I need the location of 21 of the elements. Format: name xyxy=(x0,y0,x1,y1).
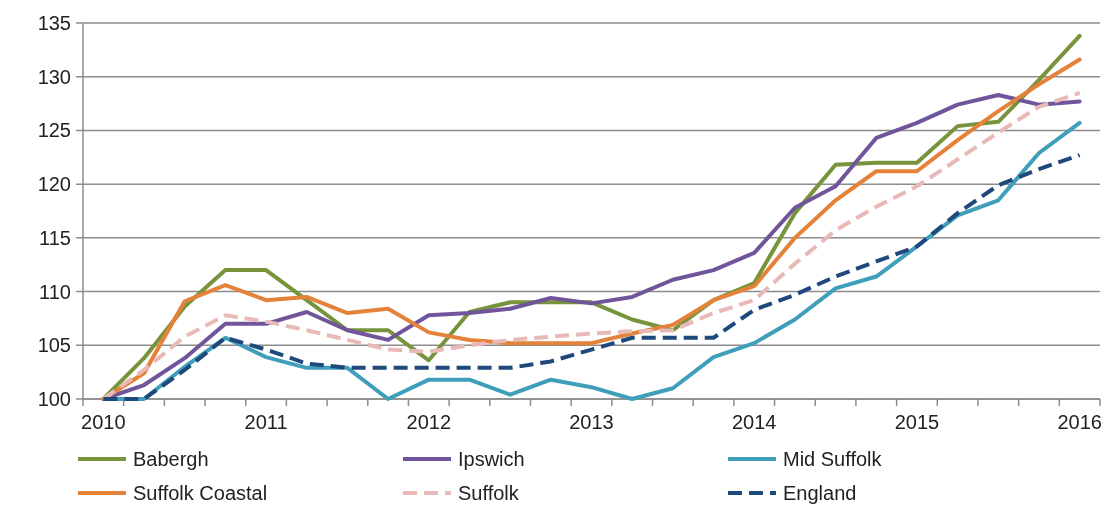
x-tick-label: 2013 xyxy=(569,411,614,433)
x-tick-label: 2011 xyxy=(244,411,288,433)
y-tick-label: 125 xyxy=(37,119,71,142)
y-tick-label: 115 xyxy=(39,226,71,249)
y-tick-label: 100 xyxy=(37,388,71,410)
x-tick-label: 2014 xyxy=(731,411,777,433)
legend-label: Suffolk Coastal xyxy=(133,482,268,504)
y-tick-label: 135 xyxy=(37,12,71,34)
y-tick-label: 120 xyxy=(37,173,71,196)
legend-label: Mid Suffolk xyxy=(783,448,883,470)
legend-label: Ipswich xyxy=(458,448,525,470)
x-tick-label: 2012 xyxy=(406,411,452,433)
legend-label: Babergh xyxy=(133,448,209,470)
legend-label: Suffolk xyxy=(458,482,520,504)
x-tick-label: 2010 xyxy=(81,411,126,433)
legend-label: England xyxy=(783,482,857,504)
y-tick-label: 110 xyxy=(39,280,71,303)
y-tick-label: 105 xyxy=(37,334,71,357)
y-tick-label: 130 xyxy=(37,65,71,88)
x-tick-label: 2016 xyxy=(1057,411,1102,433)
x-tick-label: 2015 xyxy=(894,411,940,433)
